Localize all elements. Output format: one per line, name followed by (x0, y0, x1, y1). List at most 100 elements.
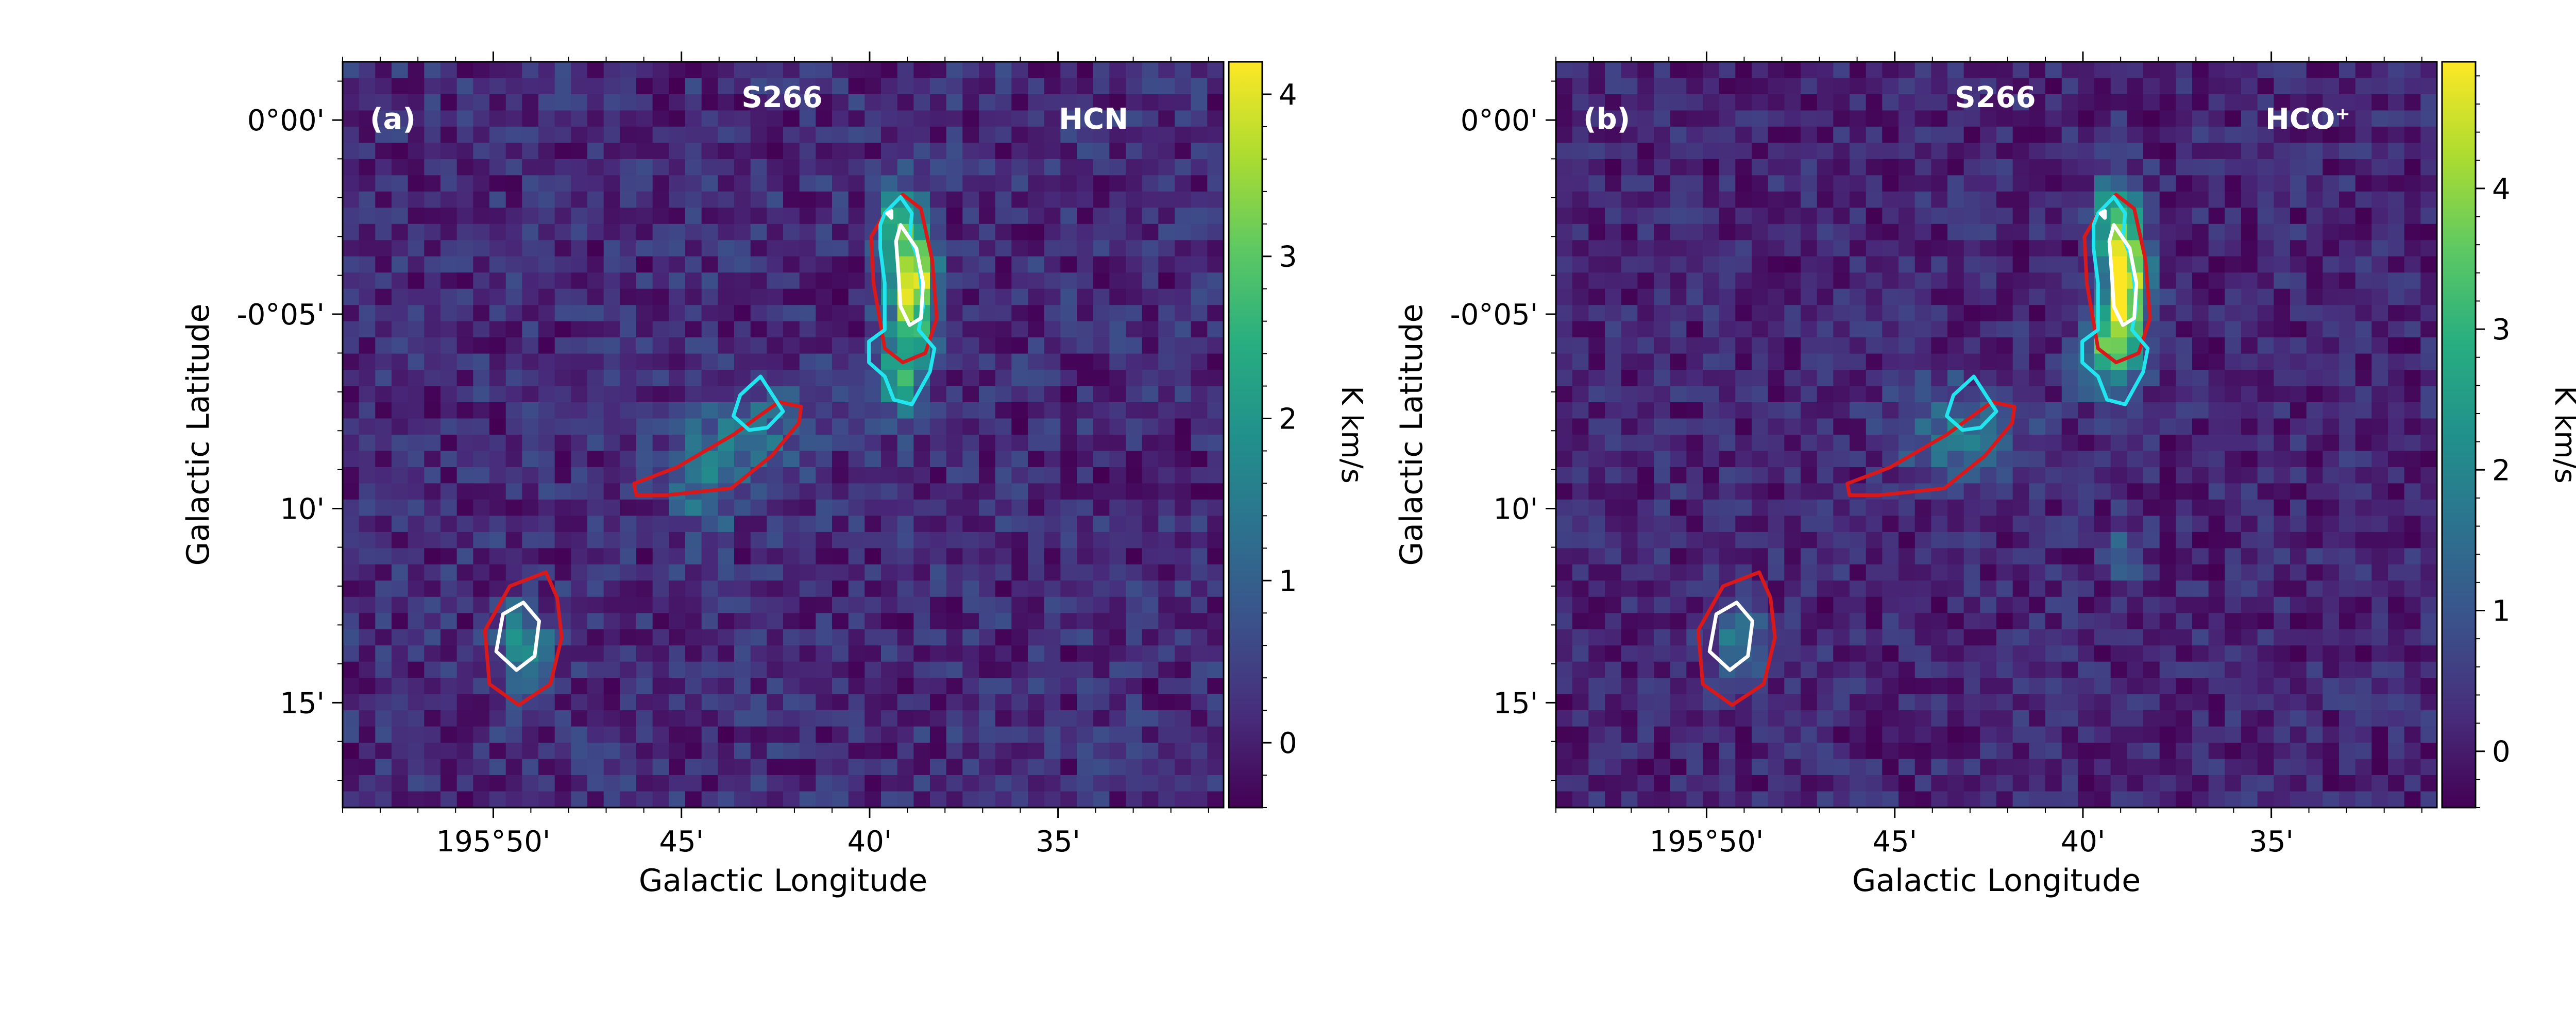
heatmap-pixel (979, 775, 996, 792)
heatmap-pixel (538, 110, 555, 127)
heatmap-pixel (2290, 370, 2307, 387)
heatmap-pixel (1980, 321, 1997, 338)
heatmap-pixel (2306, 143, 2324, 160)
heatmap-pixel (2257, 499, 2275, 517)
heatmap-pixel (832, 661, 849, 678)
heatmap-pixel (2061, 759, 2079, 776)
heatmap-pixel (620, 532, 637, 549)
heatmap-pixel (946, 78, 963, 95)
heatmap-pixel (734, 759, 751, 776)
heatmap-pixel (587, 678, 604, 695)
heatmap-pixel (440, 272, 457, 289)
heatmap-pixel (1882, 564, 1899, 581)
heatmap-pixel (1914, 694, 1932, 711)
heatmap-pixel (2225, 272, 2242, 289)
heatmap-pixel (799, 62, 817, 79)
heatmap-pixel (1191, 694, 1208, 711)
heatmap-pixel (1882, 208, 1899, 225)
heatmap-pixel (1670, 402, 1687, 419)
heatmap-pixel (2110, 726, 2128, 743)
heatmap-pixel (767, 564, 784, 581)
heatmap-pixel (2061, 272, 2079, 289)
heatmap-pixel (1899, 288, 1916, 305)
heatmap-pixel (1175, 272, 1192, 289)
heatmap-pixel (1011, 126, 1028, 144)
heatmap-pixel (652, 353, 670, 370)
heatmap-pixel (1093, 564, 1110, 581)
heatmap-pixel (1686, 175, 1703, 192)
heatmap-pixel (587, 175, 604, 192)
heatmap-pixel (1817, 743, 1834, 760)
heatmap-pixel (2029, 62, 2046, 79)
heatmap-pixel (718, 62, 735, 79)
heatmap-pixel (392, 435, 409, 452)
heatmap-pixel (1833, 159, 1850, 176)
heatmap-pixel (620, 126, 637, 144)
heatmap-pixel (392, 78, 409, 95)
heatmap-pixel (2225, 743, 2242, 760)
heatmap-pixel (2143, 629, 2160, 646)
heatmap-pixel (1963, 483, 1981, 500)
heatmap-pixel (1109, 710, 1126, 727)
heatmap-pixel (1914, 564, 1932, 581)
heatmap-pixel (2404, 435, 2421, 452)
heatmap-pixel (816, 645, 833, 662)
heatmap-pixel (2176, 224, 2193, 241)
heatmap-pixel (1142, 791, 1159, 808)
heatmap-pixel (1719, 191, 1736, 209)
heatmap-pixel (897, 596, 914, 614)
heatmap-pixel (962, 143, 979, 160)
heatmap-pixel (1947, 743, 1964, 760)
heatmap-pixel (1996, 564, 2013, 581)
heatmap-pixel (587, 791, 604, 808)
heatmap-pixel (1191, 743, 1208, 760)
heatmap-pixel (1670, 629, 1687, 646)
heatmap-pixel (2012, 337, 2030, 354)
heatmap-pixel (554, 337, 572, 354)
heatmap-pixel (848, 726, 866, 743)
heatmap-pixel (930, 126, 947, 144)
heatmap-pixel (1670, 645, 1687, 662)
heatmap-pixel (2127, 143, 2144, 160)
heatmap-pixel (554, 532, 572, 549)
heatmap-pixel (2061, 386, 2079, 403)
heatmap-pixel (1126, 499, 1143, 517)
heatmap-pixel (1931, 191, 1948, 209)
heatmap-pixel (652, 126, 670, 144)
heatmap-pixel (538, 78, 555, 95)
heatmap-pixel (685, 516, 702, 533)
heatmap-pixel (1077, 694, 1094, 711)
heatmap-pixel (2404, 580, 2421, 597)
heatmap-pixel (669, 208, 686, 225)
heatmap-pixel (1817, 759, 1834, 776)
heatmap-pixel (392, 110, 409, 127)
heatmap-pixel (832, 353, 849, 370)
heatmap-pixel (881, 613, 898, 630)
heatmap-pixel (652, 94, 670, 111)
heatmap-pixel (652, 321, 670, 338)
heatmap-pixel (2061, 743, 2079, 760)
heatmap-pixel (1109, 726, 1126, 743)
heatmap-pixel (962, 467, 979, 484)
heatmap-pixel (408, 580, 425, 597)
heatmap-pixel (2339, 483, 2356, 500)
heatmap-pixel (636, 370, 653, 387)
heatmap-pixel (913, 694, 930, 711)
heatmap-pixel (1686, 256, 1703, 273)
heatmap-pixel (636, 694, 653, 711)
heatmap-pixel (767, 743, 784, 760)
heatmap-pixel (1947, 62, 1964, 79)
heatmap-pixel (2355, 321, 2372, 338)
contour-white (885, 209, 893, 220)
heatmap-pixel (359, 726, 376, 743)
heatmap-pixel (2323, 208, 2340, 225)
heatmap-pixel (701, 418, 719, 435)
heatmap-pixel (1719, 78, 1736, 95)
heatmap-pixel (2257, 224, 2275, 241)
heatmap-pixel (1556, 467, 1573, 484)
heatmap-pixel (1556, 645, 1573, 662)
heatmap-pixel (979, 532, 996, 549)
heatmap-pixel (2355, 110, 2372, 127)
heatmap-pixel (2290, 78, 2307, 95)
heatmap-pixel (2176, 759, 2193, 776)
